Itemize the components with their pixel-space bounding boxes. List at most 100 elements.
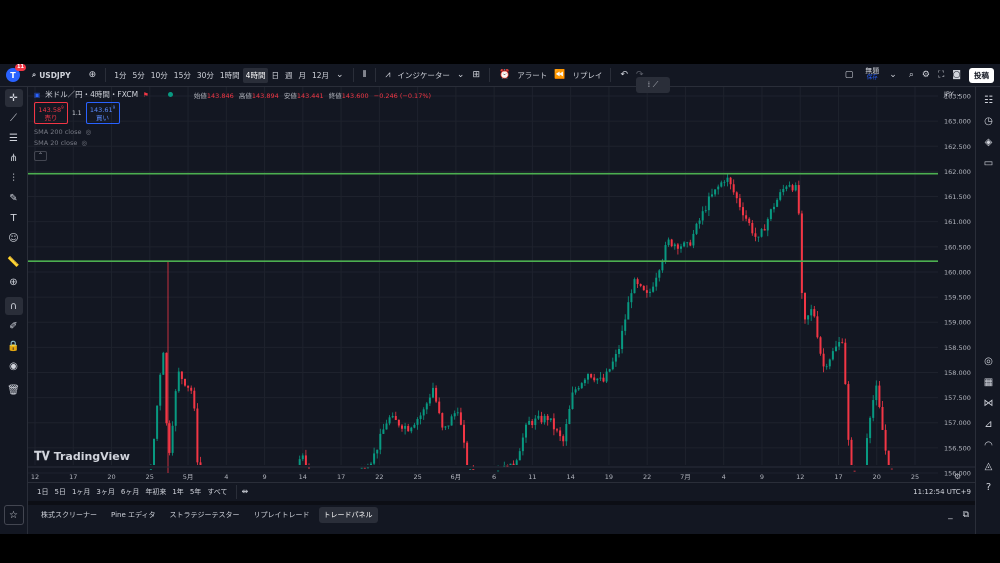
buy-button[interactable]: 143.619 買い	[85, 102, 120, 125]
replay-button[interactable]: リプレイ	[572, 70, 603, 80]
candle-body-162	[531, 420, 534, 426]
pitchfork-icon[interactable]: ⋔	[9, 152, 18, 164]
chat-icon[interactable]: ▭	[983, 157, 994, 169]
date-range-calendar-icon[interactable]: ⇹	[241, 487, 249, 496]
notification-badge: 11	[15, 64, 26, 71]
star-favorites-icon[interactable]: ☆	[3, 505, 24, 525]
horizontal-lines-icon[interactable]: ☰	[9, 132, 18, 144]
ruler-icon[interactable]: 📏	[7, 256, 20, 268]
range-7[interactable]: 5年	[189, 487, 202, 496]
chevron-down-icon[interactable]: ⌄	[889, 70, 897, 80]
redo-icon[interactable]: ↷	[635, 70, 644, 80]
drawing-toolbar-handle[interactable]: ⁞ ⟋	[636, 77, 670, 93]
data-window-icon[interactable]: ⊿	[984, 418, 993, 430]
eye-hidden-icon[interactable]: ◎	[85, 128, 92, 137]
interval-4[interactable]: 30分	[196, 70, 214, 80]
interval-5[interactable]: 1時間	[219, 70, 240, 80]
trend-line-icon[interactable]: ⟋	[10, 112, 17, 124]
interval-3[interactable]: 15分	[173, 70, 191, 80]
range-1[interactable]: 5日	[54, 487, 66, 496]
panel-tab-2[interactable]: ストラテジーテスター	[169, 511, 240, 519]
magnet-icon[interactable]: ∩	[4, 297, 23, 315]
interval-9[interactable]: 月	[298, 70, 306, 80]
candle-body-169	[552, 418, 555, 430]
trash-icon[interactable]: 🗑	[7, 384, 20, 396]
text-icon[interactable]: T	[10, 212, 17, 224]
fullscreen-icon[interactable]: ⛶	[937, 70, 945, 80]
settings-gear-icon[interactable]: ⚙	[921, 70, 930, 80]
target-icon[interactable]: ◎	[984, 355, 993, 367]
chart-pane[interactable]: 161.955160.214 163.500163.000162.500162.…	[28, 87, 975, 489]
minimize-icon[interactable]: _	[948, 510, 953, 520]
alerts-clock-icon[interactable]: ◷	[984, 115, 993, 127]
stream-icon[interactable]: ◠	[984, 439, 993, 451]
interval-0[interactable]: 1分	[114, 70, 127, 80]
candle-body-55	[199, 462, 202, 465]
panel-tab-3[interactable]: リプレイトレード	[253, 511, 310, 519]
x-tick-14: 14	[567, 473, 575, 481]
interval-7[interactable]: 日	[271, 70, 279, 80]
maximize-icon[interactable]: ⧉	[962, 510, 969, 520]
bell-icon[interactable]: ◬	[984, 460, 993, 472]
interval-8[interactable]: 週	[284, 70, 293, 80]
clock-timezone[interactable]: 11:12:54 UTC+9	[913, 487, 971, 496]
chevron-down-icon[interactable]: ⌄	[456, 70, 465, 80]
interval-6[interactable]: 4時間	[242, 67, 269, 83]
lock-drawing-icon[interactable]: ✐	[9, 320, 18, 332]
calendar-icon[interactable]: ▦	[983, 376, 994, 388]
chevron-down-icon[interactable]: ⌄	[336, 70, 344, 80]
chart-legend: ▣ 米ドル／円・4時間・FXCM ⚑ 始値143.846 高値143.894 安…	[34, 89, 434, 162]
eye-hidden-icon[interactable]: ◎	[81, 139, 87, 148]
range-4[interactable]: 6ヶ月	[120, 487, 140, 496]
help-icon[interactable]: ?	[985, 481, 992, 493]
sell-button[interactable]: 143.589 売り	[34, 102, 68, 125]
fib-icon[interactable]: ⫶	[12, 172, 15, 184]
layout-name[interactable]: 無題 保存	[865, 67, 880, 82]
interval-2[interactable]: 10分	[150, 70, 168, 80]
templates-grid-icon[interactable]: ⊞	[472, 70, 480, 80]
symbol-search[interactable]: ⌕ USDJPY	[32, 70, 71, 80]
eye-icon[interactable]: ◉	[9, 360, 18, 372]
user-avatar[interactable]: T 11	[6, 64, 26, 82]
range-5[interactable]: 年初来	[145, 487, 167, 496]
post-button[interactable]: 投稿	[969, 67, 994, 83]
range-2[interactable]: 1ヶ月	[71, 487, 91, 496]
bottom-panel-tabs: 株式スクリーナー Pine エディタ ストラテジーテスター リプレイトレード トレードパ…	[28, 501, 975, 525]
alert-button[interactable]: アラート	[517, 70, 548, 80]
range-0[interactable]: 1日	[37, 487, 49, 496]
candle-body-45	[168, 423, 171, 453]
lock-icon[interactable]: 🔒	[7, 340, 20, 352]
range-6[interactable]: 1年	[172, 487, 184, 496]
interval-10[interactable]: 12月	[311, 70, 329, 80]
panel-tab-0[interactable]: 株式スクリーナー	[41, 511, 97, 519]
candle-body-266	[853, 470, 856, 472]
right-widget-bar: ☷ ◷ ◈ ▭ ◎ ▦ ⋈ ⊿ ◠ ◬ ?	[975, 87, 1000, 534]
panel-tab-4[interactable]: トレードパネル	[318, 507, 378, 523]
flag-marker-icon[interactable]: ⚑	[143, 90, 149, 99]
x-tick-15: 19	[605, 473, 613, 481]
panel-tab-1[interactable]: Pine エディタ	[111, 511, 156, 519]
price-chart[interactable]: 161.955160.214 163.500163.000162.500162.…	[28, 87, 975, 489]
indicators-button[interactable]: インジケーター	[397, 70, 450, 80]
symbol-title[interactable]: 米ドル／円・4時間・FXCM	[45, 90, 139, 99]
emoji-icon[interactable]: ☺	[8, 232, 19, 244]
brush-icon[interactable]: ✎	[9, 192, 18, 204]
range-8[interactable]: すべて	[207, 487, 228, 496]
layout-square-icon[interactable]: ▢	[844, 70, 854, 80]
layers-icon[interactable]: ◈	[984, 136, 993, 148]
indicator-sma20[interactable]: SMA 20 close ◎	[34, 139, 87, 148]
camera-icon[interactable]: ◙	[952, 70, 961, 80]
interval-1[interactable]: 5分	[132, 70, 145, 80]
quick-search-icon[interactable]: ⌕	[908, 70, 914, 80]
undo-icon[interactable]: ↶	[620, 70, 628, 80]
watchlist-icon[interactable]: ☷	[984, 94, 993, 106]
zoom-in-icon[interactable]: ⊕	[9, 276, 18, 288]
compare-plus-icon[interactable]: ⊕	[88, 70, 97, 80]
range-3[interactable]: 3ヶ月	[96, 487, 115, 496]
crosshair-icon[interactable]: ✛	[4, 89, 23, 107]
collapse-legend-button[interactable]: ⌃	[34, 151, 47, 162]
indicator-sma200[interactable]: SMA 200 close ◎	[34, 128, 92, 137]
hotlist-icon[interactable]: ⋈	[983, 397, 994, 409]
candle-type-icon[interactable]: ⫴	[362, 70, 367, 80]
y-tick-0: 163.500	[944, 93, 971, 101]
